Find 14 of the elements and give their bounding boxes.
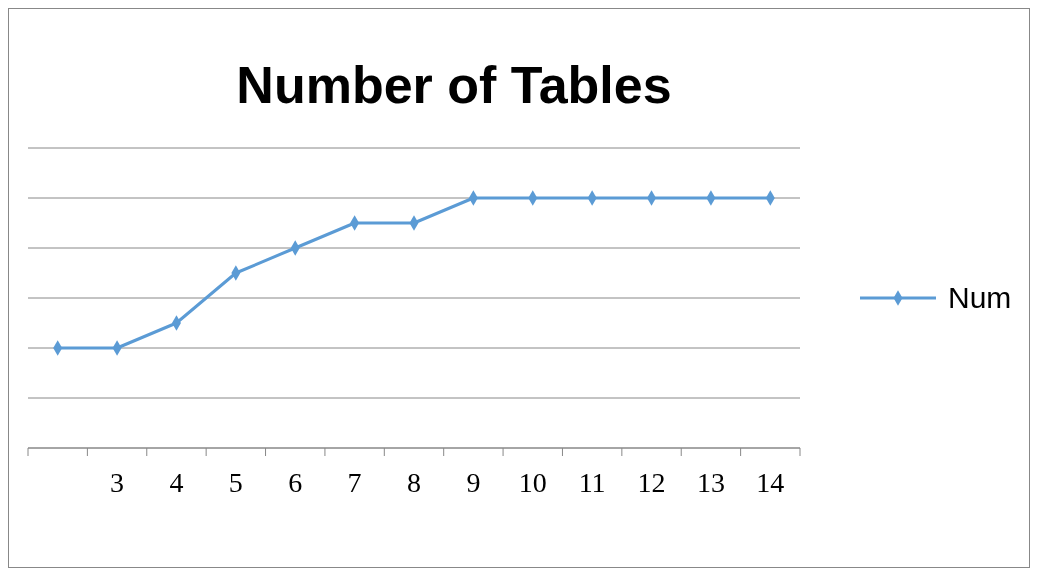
x-tick-label: 6 xyxy=(288,467,303,498)
x-tick-label: 11 xyxy=(578,467,606,498)
x-tick-label: 12 xyxy=(637,467,666,498)
x-tick-label: 9 xyxy=(466,467,481,498)
chart-title: Number of Tables xyxy=(236,56,672,114)
x-tick-label: 8 xyxy=(407,467,421,498)
x-tick-label: 3 xyxy=(110,467,125,498)
x-tick-label: 7 xyxy=(347,467,362,498)
x-tick-label: 4 xyxy=(169,467,184,498)
x-tick-label: 14 xyxy=(756,467,785,498)
legend-label: Num xyxy=(948,281,1012,314)
x-tick-label: 13 xyxy=(696,467,725,498)
x-tick-label: 10 xyxy=(518,467,547,498)
x-tick-label: 5 xyxy=(228,467,243,498)
